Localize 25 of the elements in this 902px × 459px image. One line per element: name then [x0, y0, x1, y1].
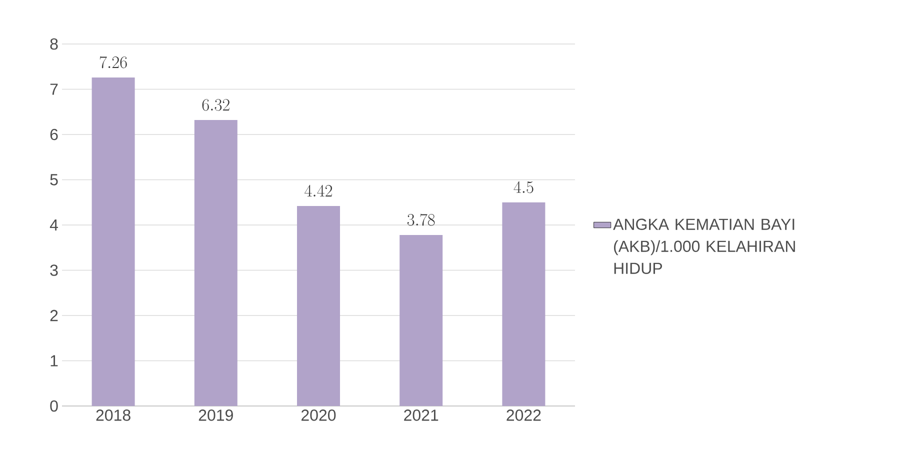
x-tick-label: 2021 — [404, 410, 438, 421]
y-tick-label: 2 — [50, 310, 58, 322]
y-tick-label: 3 — [50, 264, 58, 276]
bar — [400, 234, 443, 406]
data-label: 3.78 — [407, 214, 435, 226]
data-label: 6.32 — [202, 99, 230, 111]
data-label: 7.26 — [100, 56, 127, 68]
bar — [502, 202, 546, 406]
legend-label: ANGKA KEMATIAN BAYI (AKB)/1.000 KELAHIRAN HIDUP — [613, 218, 795, 274]
y-tick-label: 1 — [50, 355, 58, 366]
bar — [194, 120, 238, 406]
y-tick-label: 4 — [50, 219, 58, 231]
y-tick-label: 6 — [50, 128, 58, 140]
bar — [297, 206, 340, 406]
x-tick-label: 2019 — [198, 410, 233, 421]
x-tick-label: 2020 — [302, 410, 336, 421]
y-tick-label: 0 — [50, 400, 58, 412]
data-label: 4.5 — [514, 181, 534, 194]
bar — [92, 77, 135, 406]
x-tick-label: 2018 — [96, 410, 130, 421]
y-tick-label: 5 — [50, 174, 58, 186]
data-label: 4.42 — [304, 184, 332, 196]
y-tick-label: 8 — [50, 38, 58, 50]
x-tick-label: 2022 — [506, 410, 541, 421]
y-tick-label: 7 — [50, 84, 58, 95]
